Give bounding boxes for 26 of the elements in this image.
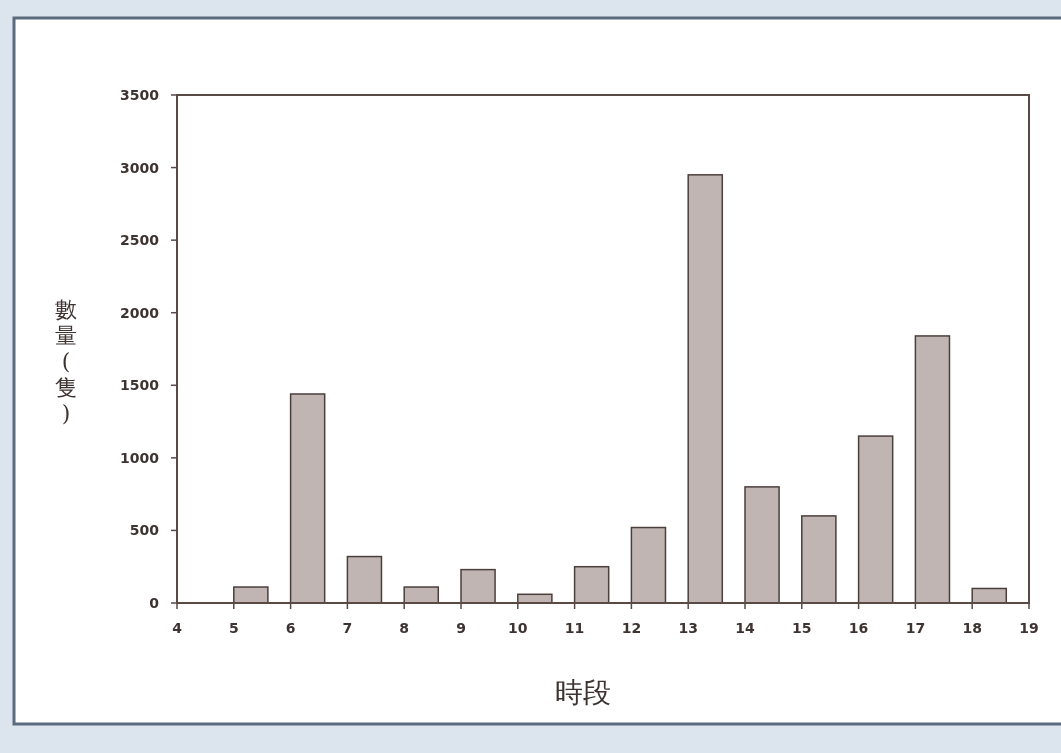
y-tick-label: 2000 (120, 304, 160, 321)
y-tick-label: 1500 (120, 377, 160, 394)
y-tick-label: 3000 (120, 159, 160, 176)
x-axis-title: 時段 (555, 676, 611, 709)
x-tick-label: 9 (456, 620, 466, 636)
x-tick-label: 7 (342, 620, 353, 636)
x-tick-label: 5 (228, 620, 239, 636)
x-tick-label: 8 (399, 620, 410, 636)
x-tick-label: 13 (678, 620, 698, 636)
y-tick-label: 500 (129, 522, 160, 539)
x-tick-label: 16 (848, 620, 869, 636)
y-tick-label: 1000 (120, 449, 160, 466)
x-tick-label: 17 (905, 620, 926, 636)
y-tick-label: 2500 (120, 232, 160, 249)
x-tick-label: 6 (285, 620, 296, 636)
y-tick-label: 0 (149, 595, 160, 611)
x-tick-label: 15 (792, 620, 812, 636)
x-tick-label: 10 (508, 620, 528, 636)
x-tick-label: 12 (621, 620, 642, 636)
x-tick-label: 19 (1019, 620, 1039, 636)
x-tick-label: 11 (564, 620, 585, 636)
x-tick-label: 14 (735, 620, 755, 636)
y-tick-label: 3500 (120, 87, 160, 103)
y-axis-title: 數量(隻) (55, 297, 77, 426)
x-tick-label: 18 (962, 620, 982, 636)
x-tick-label: 4 (172, 620, 183, 636)
